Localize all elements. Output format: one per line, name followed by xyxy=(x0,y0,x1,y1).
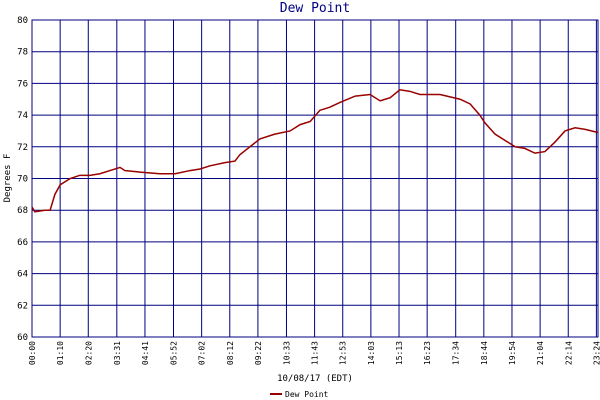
x-tick-label: 23:24 xyxy=(592,341,600,365)
x-tick-label: 10:33 xyxy=(282,341,291,365)
x-tick-label: 02:20 xyxy=(84,341,93,365)
x-tick-label: 07:02 xyxy=(198,341,207,365)
x-tick-label: 19:54 xyxy=(508,341,517,365)
y-tick-label: 68 xyxy=(17,206,28,216)
y-tick-label: 76 xyxy=(17,79,28,89)
legend-label: Dew Point xyxy=(285,390,329,399)
y-tick-label: 64 xyxy=(17,270,28,280)
y-tick-label: 70 xyxy=(17,175,28,185)
x-tick-label: 03:31 xyxy=(113,341,122,365)
x-tick-label: 05:52 xyxy=(170,341,179,365)
x-tick-label: 00:00 xyxy=(28,341,37,365)
y-tick-label: 60 xyxy=(17,333,28,343)
y-tick-label: 62 xyxy=(17,301,28,311)
y-axis-label: Degrees F xyxy=(3,154,13,203)
x-tick-label: 08:12 xyxy=(226,341,235,365)
x-tick-label: 11:43 xyxy=(311,341,320,365)
x-tick-label: 16:23 xyxy=(423,341,432,365)
x-tick-label: 21:04 xyxy=(536,341,545,365)
y-tick-label: 74 xyxy=(17,111,28,121)
x-tick-label: 22:14 xyxy=(564,341,573,365)
x-tick-label: 18:44 xyxy=(480,341,489,365)
x-axis-label: 10/08/17 (EDT) xyxy=(277,374,353,384)
data-line xyxy=(31,88,599,213)
x-tick-label: 09:22 xyxy=(254,341,263,365)
chart-title: Dew Point xyxy=(280,1,350,16)
x-tick-label: 01:10 xyxy=(56,341,65,365)
y-tick-label: 66 xyxy=(17,238,28,248)
y-tick-label: 78 xyxy=(17,48,28,58)
x-tick-label: 04:41 xyxy=(141,341,150,365)
y-tick-label: 72 xyxy=(17,143,28,153)
x-tick-label: 12:53 xyxy=(339,341,348,365)
x-tick-label: 17:34 xyxy=(452,341,461,365)
y-tick-label: 80 xyxy=(17,16,28,26)
x-tick-label: 14:03 xyxy=(367,341,376,365)
x-tick-label: 15:13 xyxy=(395,341,404,365)
